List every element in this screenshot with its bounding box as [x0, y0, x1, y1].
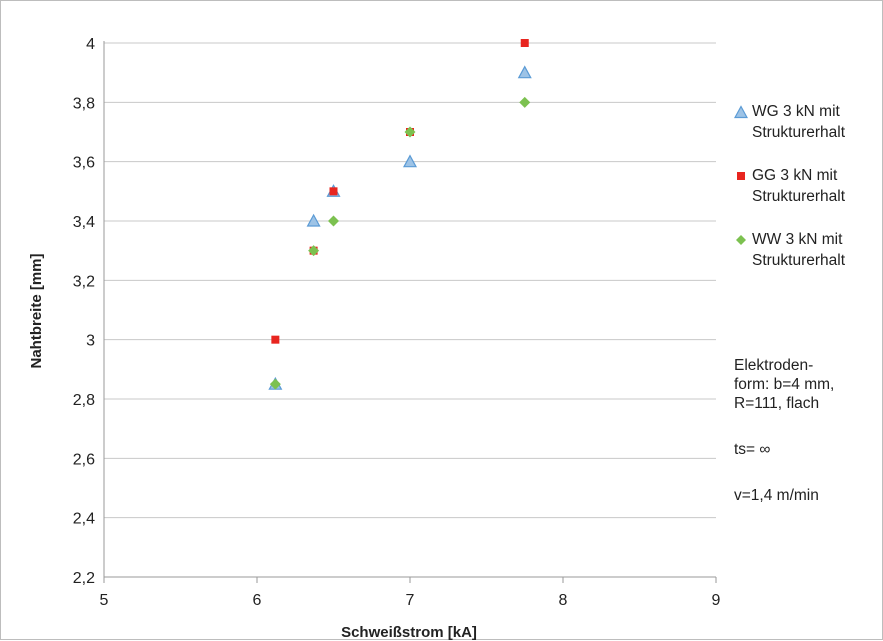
data-point-square [271, 335, 280, 344]
legend-item-ww: WW 3 kN mit Strukturerhalt [734, 229, 883, 271]
legend-label-ww-line1: WW 3 kN mit [752, 231, 843, 248]
y-tick-label: 3,4 [73, 214, 95, 231]
triangle-marker-icon [734, 105, 748, 119]
legend-item-wg: WG 3 kN mit Strukturerhalt [734, 101, 883, 143]
y-tick-label: 2,6 [73, 451, 95, 468]
legend-label-wg-line2: Strukturerhalt [752, 124, 846, 141]
y-tick-label: 2,2 [73, 570, 95, 587]
diamond-marker-icon [736, 235, 746, 245]
electrode-note-line1: Elektroden- [734, 357, 814, 374]
y-tick-label: 3 [86, 333, 95, 350]
legend: WG 3 kN mit Strukturerhalt GG 3 kN mit S… [734, 101, 883, 293]
y-tick-label: 3,6 [73, 155, 95, 172]
y-tick-label: 3,2 [73, 273, 95, 290]
y-tick-label: 4 [86, 36, 95, 53]
legend-label-ww-line2: Strukturerhalt [752, 252, 846, 269]
data-point-square [329, 187, 338, 196]
electrode-note-line3: R=111, flach [734, 395, 820, 412]
square-marker-icon [737, 172, 745, 180]
x-tick-label: 5 [100, 592, 109, 609]
data-point-triangle [517, 65, 532, 79]
data-point-diamond [308, 245, 320, 257]
x-tick-labels: 5 6 7 8 9 [100, 592, 721, 609]
legend-item-gg: GG 3 kN mit Strukturerhalt [734, 165, 883, 207]
y-tick-labels: 2,2 2,4 2,6 2,8 3 3,2 3,4 3,6 3,8 4 [73, 36, 95, 587]
legend-label-gg-line1: GG 3 kN mit [752, 167, 838, 184]
data-point-diamond [328, 215, 339, 227]
annotation-notes: Elektroden- form: b=4 mm, R=111, flach t… [734, 356, 883, 525]
legend-label-wg-line1: WG 3 kN mit [752, 103, 840, 120]
x-tick-label: 9 [712, 592, 721, 609]
data-point-triangle [306, 213, 321, 227]
x-axis-title: Schweißstrom [kA] [341, 624, 477, 641]
y-tick-label: 2,4 [73, 511, 95, 528]
data-point-diamond [404, 126, 416, 138]
gridlines [104, 42, 716, 519]
data-point-triangle [402, 154, 418, 168]
axes [103, 41, 717, 583]
y-axis-title: Nahtbreite [mm] [28, 253, 45, 368]
electrode-note: Elektroden- form: b=4 mm, R=111, flach [734, 356, 883, 413]
x-tick-label: 8 [559, 592, 568, 609]
data-points [268, 39, 532, 390]
legend-label-gg-line2: Strukturerhalt [752, 188, 846, 205]
y-tick-label: 3,8 [73, 95, 95, 112]
v-note: v=1,4 m/min [734, 487, 819, 504]
y-tick-label: 2,8 [73, 392, 95, 409]
ts-note: ts= ∞ [734, 441, 771, 458]
data-point-diamond [269, 378, 281, 390]
x-tick-label: 7 [406, 592, 415, 609]
data-point-diamond [519, 96, 531, 108]
electrode-note-line2: form: b=4 mm, [734, 376, 835, 393]
data-point-square [520, 39, 529, 47]
x-tick-label: 6 [253, 592, 262, 609]
